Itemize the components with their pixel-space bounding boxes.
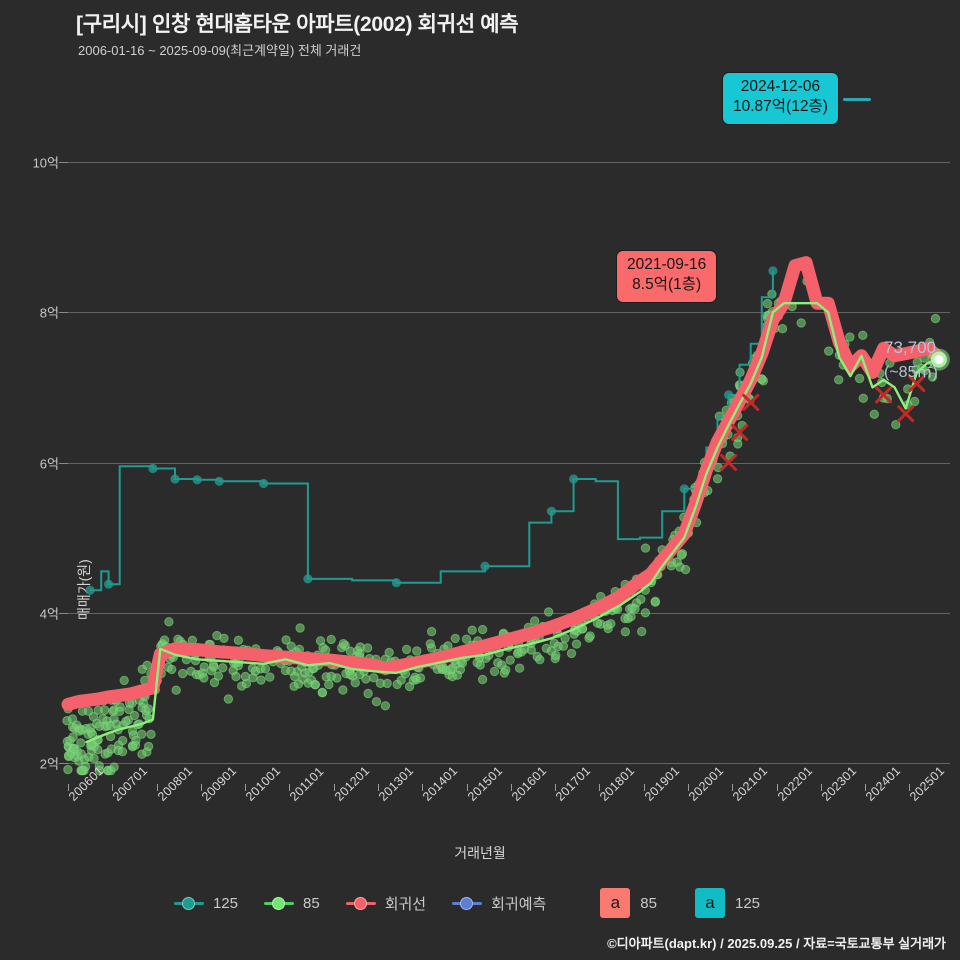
x-tick-mark — [68, 784, 69, 791]
y-tick-label-8: 8억 — [39, 305, 59, 321]
legend-marker-forecast-icon — [452, 896, 483, 910]
x-tick-mark — [245, 784, 247, 791]
y-tick-mark — [59, 162, 68, 163]
x-tick-mark — [422, 784, 424, 791]
callout-pointer-cyan — [843, 98, 871, 101]
legend-badge-125[interactable]: a 125 — [694, 888, 761, 918]
legend-label-125: 125 — [212, 894, 238, 912]
endpoint-value: 73,700 — [884, 338, 936, 357]
x-axis: 200601 200701 200801 200901 201001 201101 2012… — [66, 764, 950, 844]
legend-label-regression: 회귀선 — [384, 895, 427, 913]
y-tick-mark — [59, 312, 68, 313]
legend-marker-regression-icon — [345, 896, 376, 910]
legend-badge-label-85: 85 — [640, 894, 657, 912]
callout-value: 8.5억(1층) — [632, 276, 702, 294]
badge-a-125: a — [694, 888, 725, 918]
gridline-10: 10억 — [33, 156, 950, 171]
y-tick-mark — [59, 613, 68, 614]
gridline-4: 4억 — [40, 607, 950, 622]
legend-label-85: 85 — [303, 894, 320, 912]
x-tick-mark — [909, 784, 911, 791]
x-tick-mark — [466, 784, 468, 791]
series-line-regression — [61, 256, 946, 711]
series-line-85 — [85, 302, 941, 744]
y-tick-label-10: 10억 — [32, 155, 59, 171]
gridline-6: 6억 — [40, 457, 950, 472]
y-tick-mark — [59, 463, 68, 464]
legend-item-forecast[interactable]: 회귀예측 — [452, 893, 546, 914]
legend-marker-125-icon — [173, 896, 204, 910]
callout-date: 2021-09-16 — [627, 256, 707, 273]
x-tick-mark — [200, 784, 202, 791]
x-tick-mark — [865, 784, 867, 791]
x-tick-mark — [112, 784, 114, 791]
legend-badge-85[interactable]: a 85 — [600, 888, 657, 918]
cancelled-trade-markers — [720, 375, 926, 471]
x-tick-mark — [555, 784, 557, 791]
footer-credit: ©디아파트(dapt.kr) / 2025.09.25 / 자료=국토교통부 실… — [607, 936, 946, 951]
x-tick-mark — [820, 784, 822, 791]
badge-a-85: a — [600, 888, 631, 918]
chart-data-layer — [61, 256, 950, 776]
legend-badge-label-125: 125 — [734, 894, 761, 912]
x-tick-mark — [599, 784, 601, 791]
endpoint-area: (~85㎡) — [884, 363, 938, 381]
x-tick-mark — [732, 784, 734, 791]
x-tick-mark — [687, 784, 689, 791]
legend-item-85[interactable]: 85 — [264, 895, 320, 912]
callout-2021-09-16[interactable]: 2021-09-16 8.5억(1층) — [617, 251, 717, 302]
callout-2024-12-06[interactable]: 2024-12-06 10.87억(12층) — [723, 73, 838, 124]
scatter-points-85 — [62, 270, 941, 776]
y-tick-mark — [59, 763, 68, 764]
gridline-2: 2억 — [40, 757, 950, 772]
x-tick-mark — [289, 784, 291, 791]
gridline-8: 8억 — [40, 306, 950, 321]
y-tick-label-6: 6억 — [39, 456, 59, 472]
callout-value: 10.87억(12층) — [733, 98, 828, 116]
legend-item-regression[interactable]: 회귀선 — [345, 893, 427, 914]
x-tick-mark — [156, 784, 158, 791]
x-axis-title: 거래년월 — [454, 845, 506, 861]
x-tick-mark — [333, 784, 335, 791]
endpoint-marker — [927, 348, 950, 371]
x-tick-mark — [510, 784, 512, 791]
endpoint-label: 73,700 (~85㎡) — [884, 336, 938, 384]
legend-item-125[interactable]: 125 — [173, 894, 238, 912]
y-tick-label-4: 4억 — [39, 606, 59, 622]
callout-date: 2024-12-06 — [740, 78, 821, 95]
x-tick-mark — [643, 784, 645, 791]
legend-marker-85-icon — [264, 896, 294, 910]
legend-label-forecast: 회귀예측 — [491, 895, 547, 913]
x-tick-mark — [377, 784, 379, 791]
chart-plot-area: 매매가(원) 10억 8억 6억 4억 2억 — [33, 150, 950, 776]
x-tick-mark — [776, 784, 778, 791]
page-title: [구리시] 인창 현대홈타운 아파트(2002) 회귀선 예측 — [76, 13, 519, 36]
y-tick-label-2: 2억 — [39, 756, 59, 772]
chart-legend: 125 85 회귀선 회귀예측 a 85 a 125 — [0, 888, 960, 918]
page-subtitle: 2006-01-16 ~ 2025-09-09(최근계약일) 전체 거래건 — [78, 43, 362, 58]
